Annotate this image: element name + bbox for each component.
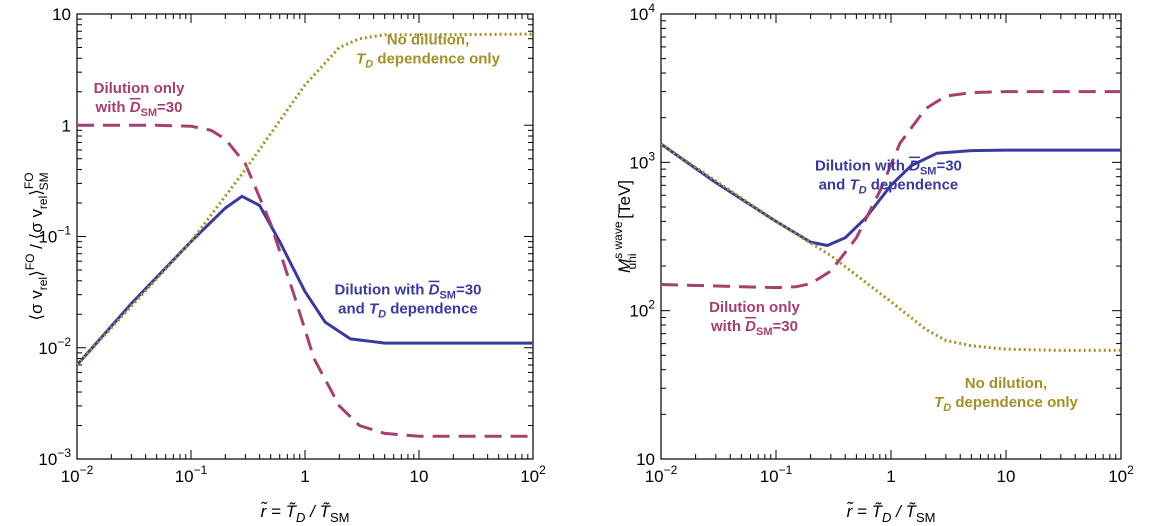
x-tick-label: 1	[886, 467, 895, 486]
x-axis-label: r̃ = T̃D / T̃SM	[846, 501, 935, 525]
x-tick-label: 10−1	[760, 463, 793, 486]
dashed-series-line	[77, 123, 533, 438]
dotted-series-line	[661, 142, 1121, 352]
x-tick-label: 102	[1108, 463, 1134, 486]
annotation-dotted-line2: TD dependence only	[934, 394, 1078, 414]
x-tick-label: 1	[300, 467, 309, 486]
annotation-dashed-line1: Dilution only	[94, 80, 185, 97]
annotation-solid-line1: Dilution with DSM=30	[334, 282, 481, 302]
solid-series-line	[77, 194, 533, 366]
x-tick-label: 102	[520, 463, 546, 486]
x-tick-label: 10	[410, 467, 429, 486]
y-tick-label: 10−3	[38, 446, 71, 469]
x-tick-label: 10	[997, 467, 1016, 486]
annotation-solid-line2: and TD dependence	[338, 301, 478, 321]
plot-frame	[660, 13, 1122, 460]
annotation-dotted-line2: TD dependence only	[356, 51, 500, 71]
y-axis-label: Ms waveuni [TeV]	[611, 180, 639, 273]
y-tick-label: 10	[636, 450, 655, 469]
annotation-dashed-line2: with DSM=30	[95, 99, 183, 119]
y-tick-label: 10−2	[38, 335, 71, 358]
annotation-solid-line1: Dilution with DSM=30	[815, 158, 962, 178]
right-chart-panel: 10−2 10−1 1 10 102 10 102 103 104 r̃ = T̃D / T̃SM…	[611, 1, 1134, 525]
dashed-series-line	[661, 90, 1121, 290]
y-tick-label: 10−1	[38, 224, 71, 247]
y-tick-label: 10	[52, 5, 71, 24]
annotation-dotted-line1: No dilution,	[387, 32, 469, 49]
y-tick-label: 104	[629, 1, 655, 24]
x-tick-label: 10−1	[175, 463, 208, 486]
annotation-dashed-line2: with DSM=30	[710, 318, 798, 338]
y-tick-label: 102	[629, 298, 655, 321]
y-axis-label: ⟨σ vrel⟩FO / ⟨σ vrel⟩FOSM	[22, 172, 51, 320]
annotation-solid-line2: and TD dependence	[819, 177, 959, 197]
annotation-dashed-line1: Dilution only	[709, 299, 800, 316]
x-tick-label: 10−2	[645, 463, 678, 486]
x-axis-label: r̃ = T̃D / T̃SM	[260, 501, 349, 525]
y-tick-label: 1	[62, 116, 71, 135]
x-tick-label: 10−2	[61, 463, 94, 486]
y-tick-label: 103	[629, 149, 655, 172]
annotation-dotted-line1: No dilution,	[965, 375, 1047, 392]
